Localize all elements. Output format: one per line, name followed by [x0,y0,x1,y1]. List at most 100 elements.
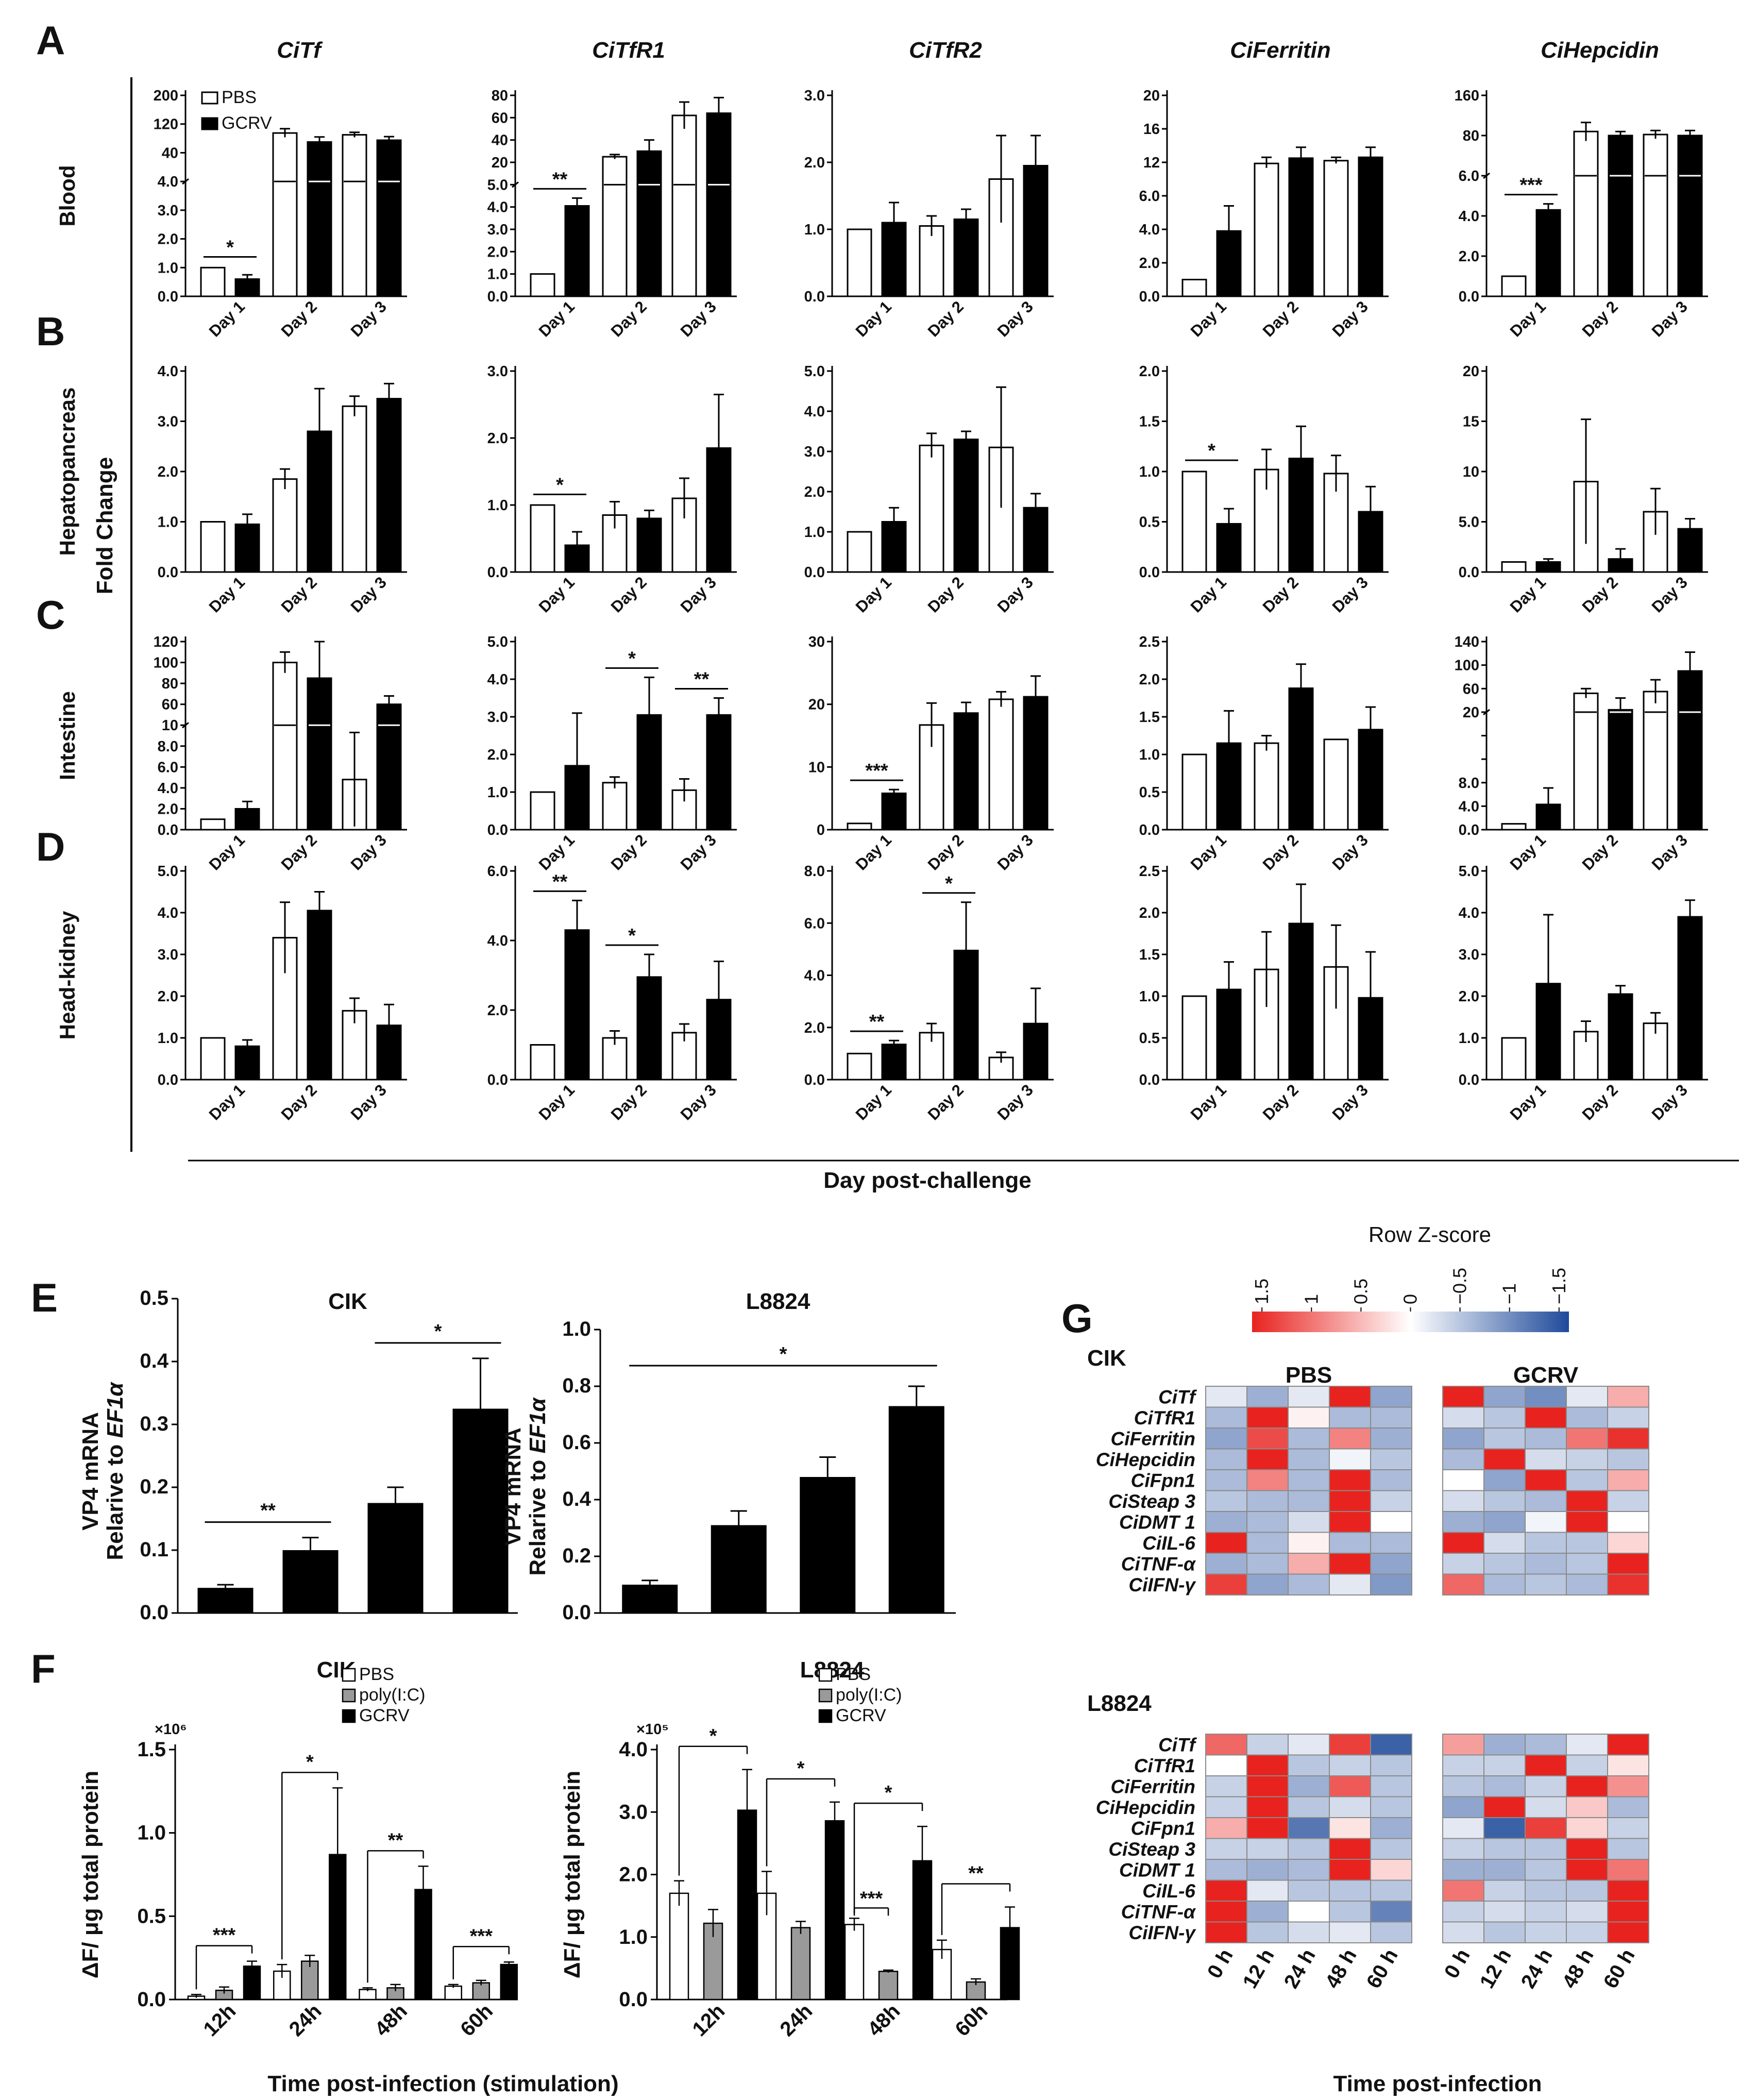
heat-cell [1288,1427,1330,1450]
y-tick-label: 10 [162,717,178,734]
bar-pbs-24h [756,1892,777,2001]
gene-label-citf: CiTf [1158,1386,1197,1407]
heatmap-block-l8824: L8824 CiTfCiTfR1CiFerritinCiHepcidinCiFpn… [1087,1691,1649,1992]
x-tick-label: Day 3 [1648,573,1691,616]
gcrv-bar-day2 [953,712,979,831]
significance-label: * [797,1758,805,1779]
pbs-bar-day1 [1501,275,1527,297]
y-tick-label: 1.5 [1139,709,1160,726]
y-multiplier: ×10⁵ [636,1721,669,1738]
pbs-bar-day1 [200,266,226,297]
y-tick-label: 2.0 [1139,255,1160,272]
gcrv-bar-day3 [706,112,732,297]
chart-e-cik: CIK 0.0 0.1 0.2 0.3 0.4 0.5 VP4 mRNA Relarive to… [78,1287,518,1624]
heat-cell [1442,1879,1484,1902]
panels-ad-y-axis-label: Fold Change [92,457,117,594]
y-tick-label: 0.3 [140,1413,168,1435]
heat-cell [1205,1879,1247,1902]
significance-label: ** [968,1863,984,1885]
gene-label-cidmt-1: CiDMT 1 [1119,1859,1195,1880]
heat-cell [1246,1469,1289,1491]
gene-title-ciferritin: CiFerritin [1230,38,1331,63]
y-tick-label: 20 [1143,88,1160,104]
y-tick-label: 4.0 [1459,905,1479,921]
heat-cell [1566,1901,1608,1923]
y-tick-label: 2.0 [1139,905,1160,921]
gcrv-bar-day2 [1288,922,1314,1081]
y-tick-label: 60 [162,697,178,713]
heat-cell [1288,1859,1330,1881]
heat-cell [1205,1448,1247,1470]
bar-gcrv-60h [500,1963,518,2001]
pbs-bar-day3 [342,134,367,297]
heat-cell [1329,1406,1371,1429]
y-tick-label: 8.0 [158,738,178,755]
y-axis-label-line1: VP4 mRNA [78,1412,103,1531]
column-label: 48 h [1558,1945,1598,1992]
chart-hepatopancreas-cihepcidin: 0.0 5.0 10 15 20 Day 1 Day 2 Day 3 [1459,363,1708,616]
gcrv-bar-day3 [1023,696,1049,831]
x-tick-label: Day 3 [1329,573,1372,616]
heat-cell [1205,1406,1247,1429]
pbs-bar-day2 [602,782,628,831]
heat-cell [1205,1921,1247,1943]
pbs-bar-day2 [272,478,298,573]
y-tick-label: 3.0 [487,363,508,380]
bar-gcrv-12h [737,1809,757,2001]
column-label: 60 h [1362,1945,1403,1992]
heat-cell [1329,1859,1371,1881]
pbs-bar-day1 [200,521,226,573]
heat-cell [1607,1573,1649,1595]
heat-cell [1329,1838,1371,1860]
gcrv-bar-day2 [953,219,979,297]
panel-g-x-axis-label: Time post-infection [1333,2071,1542,2096]
bar-gcrv-12h [243,1965,261,2001]
gcrv-bar-day3 [376,139,402,297]
gene-label-citfr1: CiTfR1 [1134,1755,1195,1776]
y-tick-label: 1.0 [1459,1030,1479,1047]
x-tick-label: Day 3 [347,297,390,340]
y-axis-label-line2: Relarive to EF1α [525,1397,550,1576]
y-tick-label: 0.8 [562,1374,591,1397]
scale-tick-label: −1 [1499,1283,1520,1304]
pbs-bar-day1 [1501,1037,1527,1081]
y-axis-label-gene: EF1α [103,1382,128,1438]
pbs-bar-day3 [1323,160,1349,297]
heat-cell [1525,1532,1567,1554]
gene-label-cisteap-3: CiSteap 3 [1108,1491,1195,1512]
heat-cell [1246,1901,1289,1923]
y-tick-label: 2.0 [1459,248,1479,265]
panel-g: G Row Z-score 1.5 1 0.5 0 −0.5 −1 −1.5 CIK PBS GCRV… [1061,1222,1649,2096]
heat-cell [1370,1879,1412,1902]
heat-cell [1566,1448,1608,1470]
heat-cell [1525,1427,1567,1450]
y-tick-label: 20 [1463,704,1479,721]
y-tick-label: 0.4 [562,1488,591,1510]
column-label: 24 h [1517,1945,1557,1992]
heat-cell [1607,1859,1649,1881]
panel-f-x-axis-label: Time post-infection (stimulation) [267,2071,618,2096]
y-tick-label: 4.0 [619,1738,648,1761]
significance-label: * [885,1782,892,1804]
heat-cell [1246,1532,1289,1554]
panel-letter-g: G [1061,1296,1093,1341]
heat-cell [1329,1796,1371,1818]
heat-cell [1205,1859,1247,1881]
heat-cell [1442,1796,1484,1818]
gcrv-bar-day3 [1677,135,1703,297]
x-tick-label: Day 3 [677,573,720,616]
heat-cell [1566,1921,1608,1943]
legend-swatch-pbs [818,1668,833,1682]
y-tick-label: 1.0 [1139,747,1160,763]
heat-cell [1483,1427,1526,1450]
y-tick-label: 5.0 [1459,863,1479,880]
gcrv-bar-day1 [564,544,590,573]
y-tick-label: 5.0 [487,177,508,193]
heat-cell [1566,1859,1608,1881]
y-tick-label: 1.0 [487,266,508,283]
legend-swatch-gcrv [342,1709,356,1723]
x-tick-label: Day 3 [1648,1081,1691,1123]
x-tick-label: Day 1 [206,297,248,340]
column-label: 60 h [1599,1945,1640,1992]
